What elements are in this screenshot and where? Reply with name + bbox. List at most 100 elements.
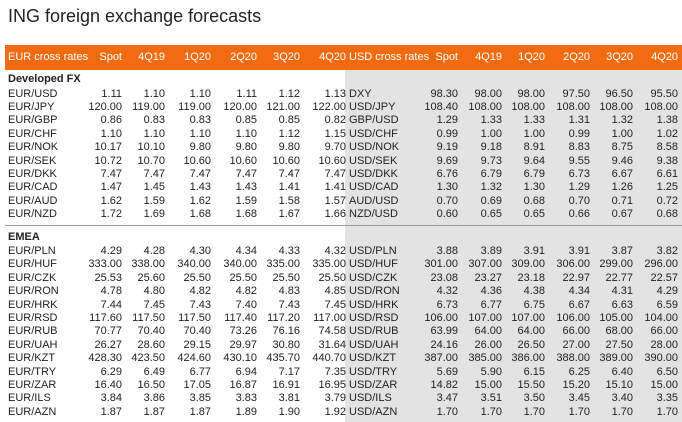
usd-cell-value: 15.50 [517,379,545,391]
eur-cell-value: 4.28 [143,245,165,257]
usd-cell-label: USD/KZT [349,352,397,365]
usd-cell-value: 307.00 [468,258,502,271]
left-header-value: Spot [99,51,122,63]
eur-cell-value: 1.89 [235,405,257,418]
eur-cell-value: 1.59 [143,194,165,207]
usd-cell-value: 0.68 [656,208,678,221]
usd-cell-label: USD/SEK [349,154,398,167]
eur-cell-value: 119.00 [132,100,165,113]
usd-cell-value: 5.69 [436,365,458,378]
usd-cell-label: USD/PLN [349,245,397,257]
eur-cell-value: 76.16 [272,325,300,338]
usd-cell-value: 64.00 [517,325,545,338]
eur-cell-label: EUR/ILS [8,392,51,405]
usd-cell-value: 9.46 [611,154,633,167]
usd-cell-value: 1.38 [656,114,678,127]
eur-cell-value: 0.83 [143,114,165,127]
eur-cell-value: 1.66 [324,208,346,221]
eur-cell-value: 4.85 [324,285,346,298]
eur-cell-value: 25.50 [229,271,257,284]
usd-cell-value: 3.40 [611,392,633,405]
usd-cell-value: 14.82 [430,379,458,391]
right-header-label: USD cross rates [349,51,430,63]
eur-cell-value: 7.45 [324,298,346,311]
usd-cell-value: 95.50 [650,87,678,100]
eur-cell-value: 74.58 [318,325,346,338]
eur-cell-value: 3.81 [278,392,300,405]
usd-cell-label: USD/RON [349,285,400,298]
eur-cell-value: 10.60 [183,154,211,167]
eur-cell-value: 9.80 [278,141,300,154]
eur-cell-value: 0.85 [235,114,257,127]
eur-cell-label: EUR/TRY [8,365,57,378]
eur-cell-value: 29.97 [229,338,257,351]
usd-cell-label: GBP/USD [349,114,399,127]
usd-cell-value: 1.29 [436,114,458,127]
eur-cell-value: 1.13 [324,87,346,100]
eur-cell-value: 117.20 [267,312,300,324]
eur-cell-value: 340.00 [177,258,211,271]
usd-cell-value: 6.25 [568,365,590,378]
eur-cell-value: 1.47 [100,181,122,194]
eur-cell-value: 7.47 [100,167,122,180]
usd-cell-value: 108.00 [556,100,590,113]
left-header-value: 3Q20 [273,51,300,63]
eur-cell-value: 7.47 [143,167,165,180]
eur-cell-value: 1.43 [189,181,211,194]
eur-cell-value: 7.45 [143,298,165,311]
usd-cell-value: 106.00 [556,312,590,324]
eur-cell-label: EUR/AUD [8,194,58,207]
usd-cell-value: 3.47 [436,392,458,405]
usd-cell-value: 3.45 [568,392,590,405]
usd-cell-value: 15.00 [474,379,502,391]
eur-cell-value: 1.67 [278,208,300,221]
usd-cell-label: USD/AZN [349,405,398,418]
eur-cell-value: 117.60 [89,312,122,324]
usd-cell-label: USD/ILS [349,392,392,405]
eur-cell-value: 6.94 [235,365,257,378]
eur-cell-value: 4.82 [235,285,257,298]
usd-cell-value: 66.00 [650,325,678,338]
usd-cell-value: 108.00 [468,100,502,113]
eur-cell-value: 1.68 [189,208,211,221]
usd-cell-value: 6.67 [611,167,633,180]
usd-cell-value: 387.00 [424,352,458,365]
usd-cell-value: 0.65 [480,208,502,221]
usd-cell-value: 107.00 [468,312,502,324]
usd-cell-value: 0.65 [523,208,545,221]
usd-cell-value: 390.00 [644,352,678,365]
eur-cell-value: 117.50 [178,312,211,324]
eur-cell-value: 16.91 [272,379,300,391]
eur-cell-value: 25.50 [272,271,300,284]
usd-cell-value: 4.29 [656,285,678,298]
eur-cell-value: 16.40 [94,379,122,391]
usd-cell-value: 0.99 [436,127,458,140]
eur-cell-value: 6.49 [143,365,165,378]
eur-cell-value: 335.00 [266,258,300,271]
usd-cell-value: 4.38 [523,285,545,298]
usd-cell-value: 4.32 [436,285,458,298]
usd-cell-value: 98.30 [430,87,458,100]
eur-cell-value: 25.50 [183,271,211,284]
eur-cell-value: 73.26 [229,325,257,338]
usd-cell-value: 3.35 [656,392,678,405]
usd-cell-value: 0.69 [480,194,502,207]
eur-cell-value: 1.58 [278,194,300,207]
eur-cell-value: 1.68 [235,208,257,221]
eur-cell-value: 0.82 [324,114,346,127]
usd-cell-value: 3.88 [436,245,458,257]
eur-cell-value: 70.40 [137,325,165,338]
eur-cell-value: 122.00 [312,100,346,113]
usd-cell-label: USD/ZAR [349,379,398,391]
usd-cell-value: 8.83 [568,141,590,154]
usd-cell-label: USD/CHF [349,127,398,140]
eur-cell-value: 28.60 [137,338,165,351]
eur-cell-label: EUR/RSD [8,312,58,324]
usd-cell-value: 27.00 [562,338,590,351]
usd-cell-label: USD/HRK [349,298,399,311]
eur-cell-value: 9.80 [189,141,211,154]
eur-cell-value: 428.30 [88,352,122,365]
eur-cell-label: EUR/USD [8,87,58,100]
eur-cell-value: 1.10 [189,127,211,140]
eur-cell-value: 1.57 [324,194,346,207]
